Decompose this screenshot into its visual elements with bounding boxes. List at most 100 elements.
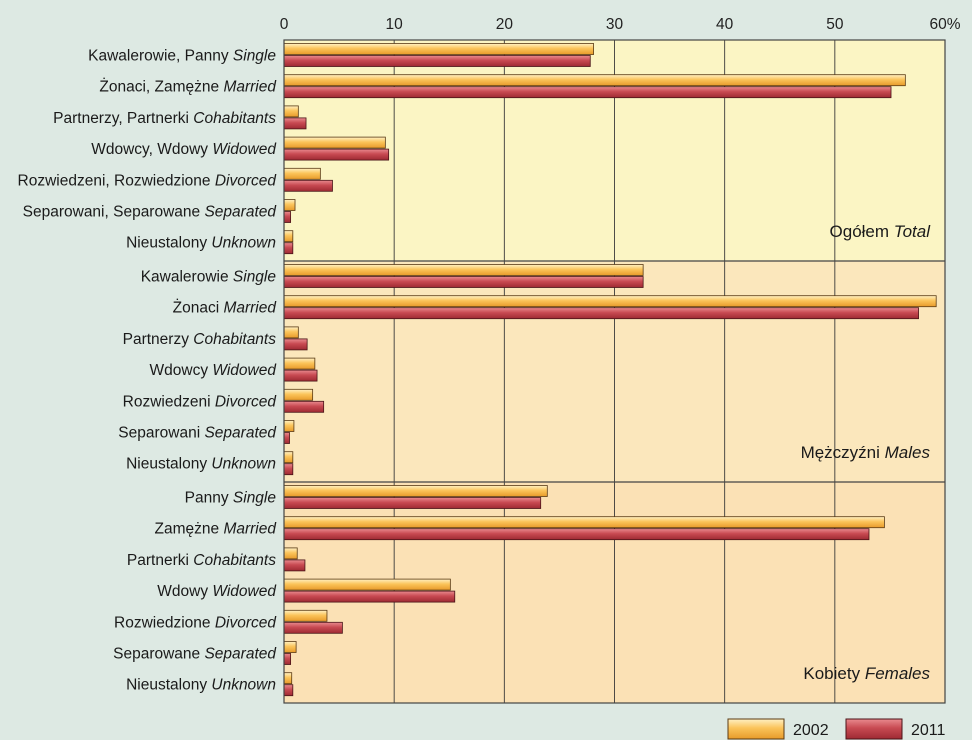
bar-2002 — [283, 420, 295, 432]
bar-2002 — [283, 485, 548, 497]
category-label-pl: Rozwiedzione — [114, 614, 215, 631]
category-label-pl: Separowani, Separowane — [23, 204, 205, 221]
plot-border — [283, 39, 946, 704]
bar-2002 — [283, 451, 294, 464]
legend: 2002 2011 — [727, 718, 946, 740]
x-tick-label: 20 — [496, 16, 514, 33]
bar-2011 — [283, 463, 294, 476]
legend-swatch-2011 — [845, 718, 903, 740]
category-label: Rozwiedzeni Divorced — [123, 393, 278, 410]
legend-swatch-2002 — [727, 718, 785, 740]
category-label-pl: Wdowcy — [150, 362, 213, 379]
category-label: Nieustalony Unknown — [126, 456, 276, 473]
bar-2002 — [283, 326, 299, 339]
bar-2002 — [283, 105, 299, 118]
category-label: Separowani, Separowane Separated — [23, 204, 278, 221]
panel-title-en: Total — [894, 222, 931, 241]
bar-2002 — [283, 199, 296, 211]
panel-title-pl: Mężczyźni — [801, 443, 885, 462]
category-label-en: Cohabitants — [193, 552, 276, 569]
bar-2011 — [283, 528, 870, 541]
panel-title-pl: Kobiety — [803, 664, 864, 683]
bar-2011 — [283, 211, 292, 223]
category-label: Partnerki Cohabitants — [127, 552, 276, 569]
bar-2002 — [283, 578, 451, 591]
panel-title-en: Females — [865, 664, 931, 683]
category-label: Rozwiedzeni, Rozwiedzione Divorced — [18, 172, 278, 189]
x-tick-label: 30 — [606, 16, 624, 33]
category-label: Panny Single — [185, 490, 277, 507]
category-label: Separowani Separated — [118, 425, 277, 442]
bar-2011 — [283, 653, 292, 665]
category-label: Żonaci Married — [173, 299, 278, 317]
category-label-pl: Kawalerowie, Panny — [88, 48, 233, 65]
category-label: Wdowy Widowed — [157, 583, 277, 600]
category-label-en: Widowed — [212, 583, 277, 600]
panel-title-pl: Ogółem — [830, 222, 894, 241]
bar-2011 — [283, 276, 644, 288]
bar-2002 — [283, 516, 885, 529]
category-label: Rozwiedzione Divorced — [114, 614, 277, 631]
x-tick-label: 50 — [826, 16, 844, 33]
x-tick-label: 40 — [716, 16, 734, 33]
category-label: Separowane Separated — [113, 646, 277, 663]
bar-2002 — [283, 167, 321, 180]
bar-2011 — [283, 369, 318, 382]
category-label-en: Unknown — [211, 235, 276, 252]
bar-2011 — [283, 590, 456, 603]
category-label-pl: Żonaci, Zamężne — [99, 78, 223, 96]
panel-title: Ogółem Total — [830, 222, 932, 241]
x-tick-label: 10 — [386, 16, 404, 33]
bar-2011 — [283, 117, 307, 130]
bar-2011 — [283, 684, 294, 697]
category-label-pl: Kawalerowie — [141, 269, 233, 286]
bar-2011 — [283, 148, 390, 161]
bar-2011 — [283, 242, 294, 255]
category-label: Wdowcy, Wdowy Widowed — [91, 141, 277, 158]
panel-title: Mężczyźni Males — [801, 443, 931, 462]
category-label-pl: Partnerzy, Partnerki — [53, 110, 193, 127]
category-label-pl: Partnerzy — [123, 331, 194, 348]
category-label: Nieustalony Unknown — [126, 677, 276, 694]
category-label-pl: Zamężne — [155, 521, 224, 538]
panel-title: Kobiety Females — [803, 664, 930, 683]
category-label-en: Unknown — [211, 677, 276, 694]
category-label-en: Married — [223, 300, 277, 317]
category-label-pl: Partnerki — [127, 552, 193, 569]
category-label-en: Single — [233, 48, 276, 65]
bar-2011 — [283, 400, 325, 413]
category-label-en: Separated — [204, 425, 277, 442]
x-tick-label: 60% — [929, 16, 960, 33]
bar-2011 — [283, 559, 306, 572]
category-label-pl: Wdowcy, Wdowy — [91, 141, 212, 158]
panel-titles: Ogółem Total Mężczyźni Males Kobiety Femal… — [801, 222, 932, 683]
category-label: Kawalerowie, Panny Single — [88, 48, 276, 65]
category-label-en: Divorced — [215, 172, 278, 189]
category-label-en: Married — [223, 521, 277, 538]
category-labels: Kawalerowie, Panny Single Żonaci, Zamężne… — [18, 48, 278, 694]
bar-2011 — [283, 179, 333, 192]
category-label: Kawalerowie Single — [141, 269, 277, 286]
bar-2002 — [283, 547, 298, 560]
bar-2002 — [283, 641, 297, 653]
bar-2002 — [283, 357, 316, 370]
bar-2002 — [283, 43, 594, 55]
bar-2011 — [283, 497, 542, 509]
category-label-pl: Wdowy — [157, 583, 212, 600]
category-label-pl: Nieustalony — [126, 677, 211, 694]
category-label-pl: Separowane — [113, 646, 204, 663]
bar-2011 — [283, 621, 343, 634]
category-label-pl: Rozwiedzeni — [123, 393, 215, 410]
category-label: Żonaci, Zamężne Married — [99, 78, 277, 96]
category-label-en: Divorced — [215, 614, 278, 631]
bar-2011 — [283, 432, 290, 444]
bar-2002 — [283, 295, 937, 308]
bar-2002 — [283, 136, 386, 149]
legend-label-2011: 2011 — [911, 722, 946, 739]
category-label: Partnerzy Cohabitants — [123, 331, 277, 348]
bar-2011 — [283, 86, 892, 99]
bar-2011 — [283, 307, 919, 320]
bar-2002 — [283, 609, 328, 622]
category-label-pl: Nieustalony — [126, 235, 211, 252]
